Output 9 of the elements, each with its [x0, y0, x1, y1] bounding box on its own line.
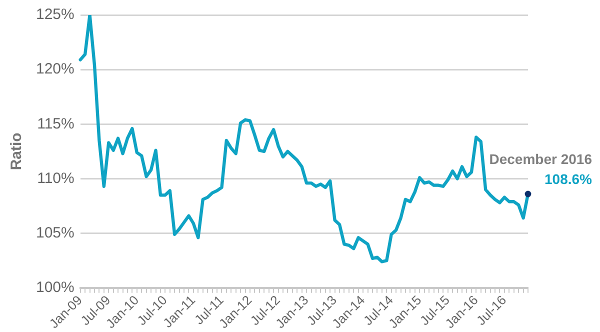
y-axis-title: Ratio — [8, 132, 26, 170]
y-tick-label: 125% — [36, 6, 74, 24]
y-tick-label: 115% — [37, 115, 74, 132]
y-tick-label: 100% — [36, 279, 74, 296]
y-tick-label: 110% — [37, 170, 74, 187]
annotation: December 2016 — [489, 150, 592, 167]
y-tick-label: 105% — [36, 224, 74, 242]
y-tick-label: 120% — [36, 60, 74, 78]
data-label: 108.6% — [544, 170, 593, 187]
